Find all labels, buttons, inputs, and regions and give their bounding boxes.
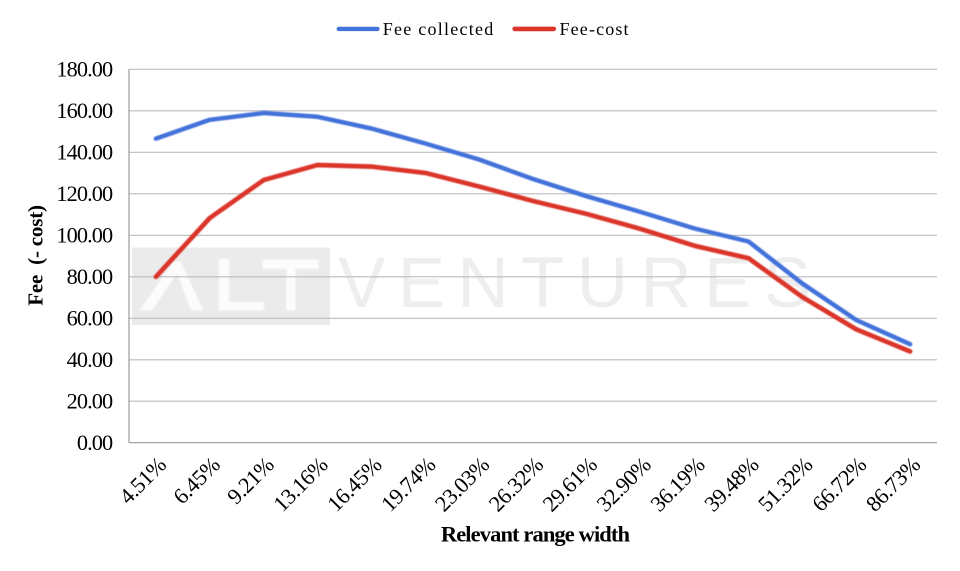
svg-text:120.00: 120.00 [56, 181, 113, 206]
svg-text:80.00: 80.00 [67, 264, 113, 289]
svg-text:100.00: 100.00 [56, 223, 113, 248]
svg-text:140.00: 140.00 [56, 140, 113, 165]
svg-text:Fee collected: Fee collected [383, 19, 495, 39]
svg-text:20.00: 20.00 [67, 389, 113, 414]
svg-text:Relevant range width: Relevant range width [441, 521, 631, 546]
svg-text:0.00: 0.00 [77, 430, 113, 455]
svg-text:Fee-cost: Fee-cost [560, 19, 630, 39]
svg-text:40.00: 40.00 [67, 347, 113, 372]
svg-text:160.00: 160.00 [56, 98, 113, 123]
svg-text:60.00: 60.00 [67, 306, 113, 331]
svg-text:180.00: 180.00 [56, 57, 113, 82]
svg-text:Fee (- cost): Fee (- cost) [24, 205, 48, 306]
